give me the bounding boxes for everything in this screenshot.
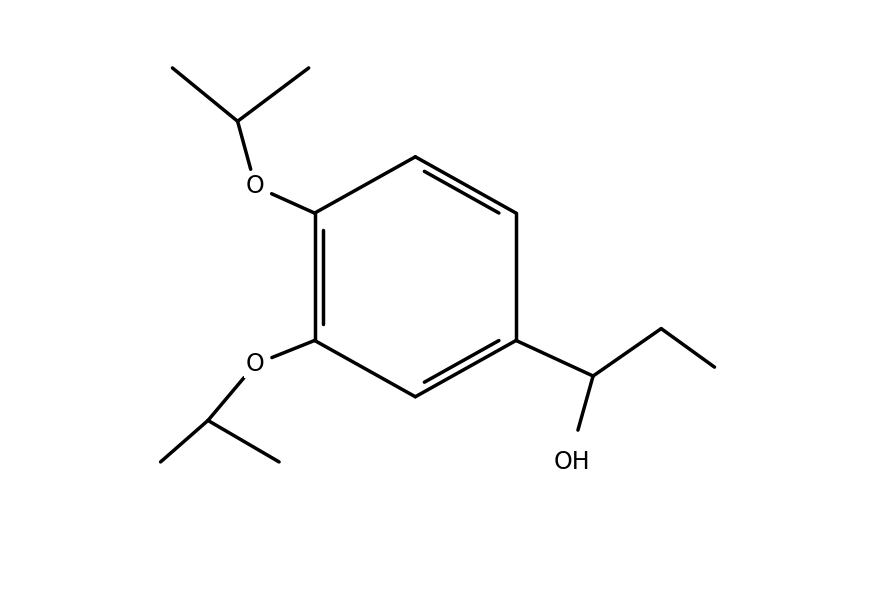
Text: O: O: [246, 175, 264, 199]
Text: OH: OH: [554, 450, 591, 474]
Text: O: O: [246, 352, 264, 376]
